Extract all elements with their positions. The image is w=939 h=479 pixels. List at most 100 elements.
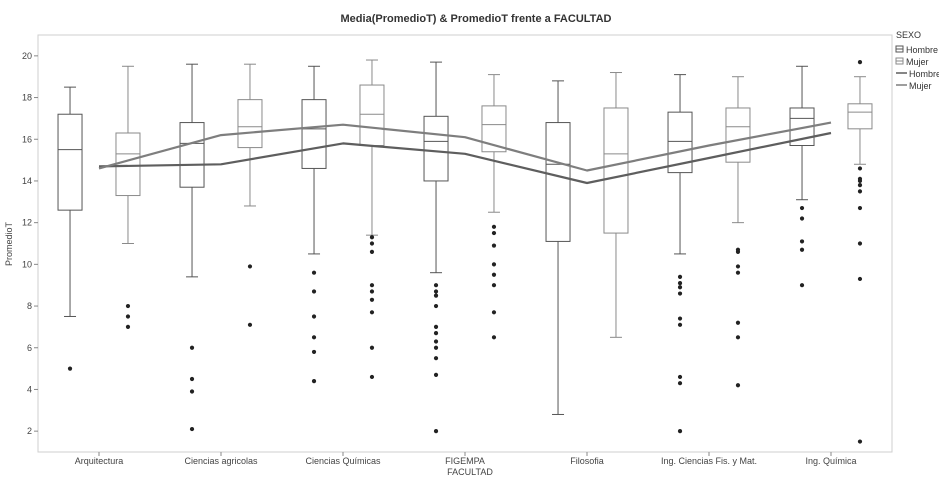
outlier-point <box>677 281 683 286</box>
outlier-point <box>433 324 439 329</box>
outlier-point <box>189 389 195 394</box>
outlier-point <box>433 293 439 298</box>
box-hombre <box>301 65 327 384</box>
mean-lines <box>98 121 832 185</box>
box-hombre <box>423 61 449 434</box>
outlier-point <box>369 235 375 240</box>
outlier-point <box>491 310 497 315</box>
outlier-point <box>857 205 863 211</box>
box-hombre <box>179 63 205 432</box>
iqr-box <box>481 105 507 153</box>
box-hombre <box>57 86 83 371</box>
outlier-point <box>125 303 131 309</box>
outlier-point <box>735 249 741 254</box>
outlier-point <box>857 166 863 171</box>
outlier-point <box>67 366 73 371</box>
outlier-point <box>311 314 317 319</box>
plot-frame <box>37 34 893 453</box>
outlier-point <box>125 314 131 319</box>
legend-item-hombre-line: Hombre <box>896 69 939 79</box>
outlier-point <box>311 289 317 294</box>
outlier-point <box>491 283 497 288</box>
outlier-point <box>857 189 863 194</box>
iqr-box <box>423 115 449 182</box>
outlier-point <box>857 439 863 444</box>
y-axis-label: PromedioT <box>4 221 14 266</box>
outlier-point <box>369 249 375 254</box>
outlier-point <box>491 243 497 248</box>
outlier-point <box>491 230 497 236</box>
outlier-point <box>677 322 683 327</box>
outlier-point <box>247 264 253 269</box>
outlier-point <box>677 285 683 290</box>
legend: SEXO Hombre Mujer Hombre Mujer <box>895 30 939 91</box>
legend-item-hombre-box: Hombre <box>895 45 938 55</box>
outlier-point <box>433 339 439 344</box>
outlier-point <box>369 241 375 246</box>
chart-title: Media(PromedioT) & PromedioT frente a FA… <box>341 13 612 25</box>
iqr-box <box>545 122 571 242</box>
outlier-point <box>433 331 439 336</box>
legend-label: Hombre <box>906 45 938 55</box>
mean-line-hombre <box>98 131 832 185</box>
outlier-point <box>433 356 439 361</box>
box-hombre <box>545 80 571 415</box>
outlier-point <box>857 60 863 65</box>
box-mujer <box>603 72 629 338</box>
y-tick-label: 4 <box>27 384 32 394</box>
y-axis: 2 4 6 8 10 12 14 16 18 20 <box>22 51 38 436</box>
x-tick-label: Ciencias agricolas <box>184 456 258 466</box>
legend-label: Mujer <box>909 81 932 91</box>
outlier-point <box>311 379 317 384</box>
box-mujer <box>359 59 385 380</box>
outlier-point <box>799 283 805 288</box>
outlier-point <box>857 183 863 188</box>
box-mujer <box>481 74 507 340</box>
iqr-box <box>847 103 873 130</box>
outlier-point <box>369 297 375 302</box>
outlier-point <box>189 426 195 432</box>
outlier-point <box>677 381 683 386</box>
x-axis-label: FACULTAD <box>447 467 493 477</box>
outlier-point <box>799 239 805 244</box>
outlier-point <box>369 283 375 288</box>
outlier-point <box>311 270 317 275</box>
y-tick-label: 16 <box>22 134 32 144</box>
box-mujer <box>725 76 751 388</box>
outlier-point <box>677 291 683 296</box>
outlier-point <box>799 216 805 221</box>
outlier-point <box>189 345 195 350</box>
box-hombre <box>789 65 815 288</box>
outlier-point <box>491 262 497 267</box>
outlier-point <box>677 374 683 380</box>
outlier-point <box>735 335 741 340</box>
iqr-box <box>237 99 263 149</box>
x-tick-label: Ciencias Químicas <box>305 456 381 466</box>
legend-label: Hombre <box>909 69 939 79</box>
outlier-point <box>491 272 497 277</box>
outlier-point <box>311 349 317 355</box>
outlier-point <box>369 345 375 350</box>
iqr-box <box>115 132 141 197</box>
outlier-point <box>247 322 253 327</box>
legend-label: Mujer <box>906 57 929 67</box>
x-tick-label: Ing. Ciencias Fis. y Mat. <box>661 456 757 466</box>
outlier-point <box>433 289 439 294</box>
outlier-point <box>311 335 317 340</box>
box-mujer <box>115 65 141 329</box>
outlier-point <box>799 205 805 211</box>
box-mujer <box>847 60 873 444</box>
x-tick-label: Arquitectura <box>75 456 124 466</box>
outlier-point <box>735 264 741 269</box>
outlier-point <box>433 429 439 434</box>
outlier-point <box>677 274 683 279</box>
x-tick-label: Ing. Química <box>805 456 856 466</box>
outlier-point <box>433 303 439 309</box>
outlier-point <box>857 241 863 246</box>
outlier-point <box>677 429 683 434</box>
outlier-point <box>189 376 195 382</box>
y-tick-label: 18 <box>22 93 32 103</box>
outlier-point <box>857 276 863 282</box>
y-tick-label: 10 <box>22 259 32 269</box>
x-axis: Arquitectura Ciencias agricolas Ciencias Q… <box>75 452 857 466</box>
